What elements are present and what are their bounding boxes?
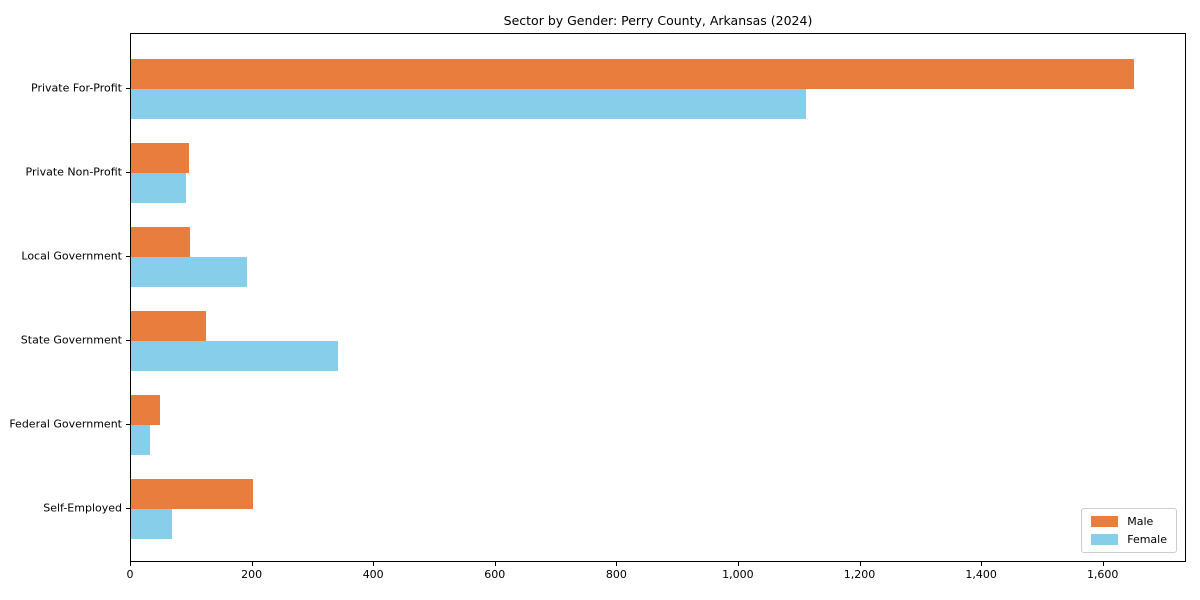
x-tick-mark [130,562,131,566]
bar-male-private-for-profit [131,59,1135,89]
x-tick-label-1400: 1,400 [965,568,997,581]
x-tick-label-600: 600 [484,568,506,581]
y-tick-label-private-non-profit: Private Non-Profit [25,165,122,179]
bar-female-local-government [131,257,247,287]
y-tick-label-private-for-profit: Private For-Profit [31,81,122,95]
x-tick-label-0: 0 [126,568,134,581]
bar-male-federal-government [131,395,161,425]
x-tick-label-1600: 1,600 [1086,568,1119,581]
x-tick-mark [251,562,253,566]
x-tick-mark [981,562,983,566]
bar-female-federal-government [131,425,150,455]
bar-female-private-for-profit [131,89,806,119]
legend-swatch-female [1091,534,1119,545]
bar-male-state-government [131,311,206,341]
x-tick-label-1200: 1,200 [843,568,876,581]
bar-male-self-employed [131,479,253,509]
x-tick-label-1000: 1,000 [722,568,754,581]
y-tick-label-local-government: Local Government [21,249,122,263]
y-tick-mark [126,508,130,509]
chart-title: Sector by Gender: Perry County, Arkansas… [503,13,813,28]
y-tick-label-federal-government: Federal Government [9,417,122,431]
x-tick-label-800: 800 [605,568,627,581]
y-tick-mark [126,256,130,257]
x-tick-mark [373,562,375,566]
y-tick-mark [126,340,130,341]
y-tick-mark [126,172,130,173]
legend-item-female: Female [1091,533,1167,546]
bar-male-local-government [131,227,190,257]
bar-female-private-non-profit [131,173,186,203]
x-tick-mark [737,562,739,566]
plot-area: Male Female [130,33,1186,562]
bar-female-state-government [131,341,338,371]
y-tick-mark [126,424,130,425]
legend-swatch-male [1091,516,1119,527]
x-tick-mark [1102,562,1104,566]
legend: Male Female [1081,508,1177,553]
bar-male-private-non-profit [131,143,189,173]
y-tick-mark [126,88,130,89]
x-tick-label-400: 400 [362,568,384,581]
bar-female-self-employed [131,509,172,539]
y-tick-label-self-employed: Self-Employed [43,501,122,515]
legend-label-male: Male [1127,515,1154,528]
x-tick-mark [616,562,618,566]
y-tick-label-state-government: State Government [20,333,122,347]
x-tick-mark [859,562,861,566]
x-tick-mark [494,562,496,566]
x-tick-label-200: 200 [241,568,263,581]
legend-label-female: Female [1127,533,1167,546]
legend-item-male: Male [1091,515,1167,528]
